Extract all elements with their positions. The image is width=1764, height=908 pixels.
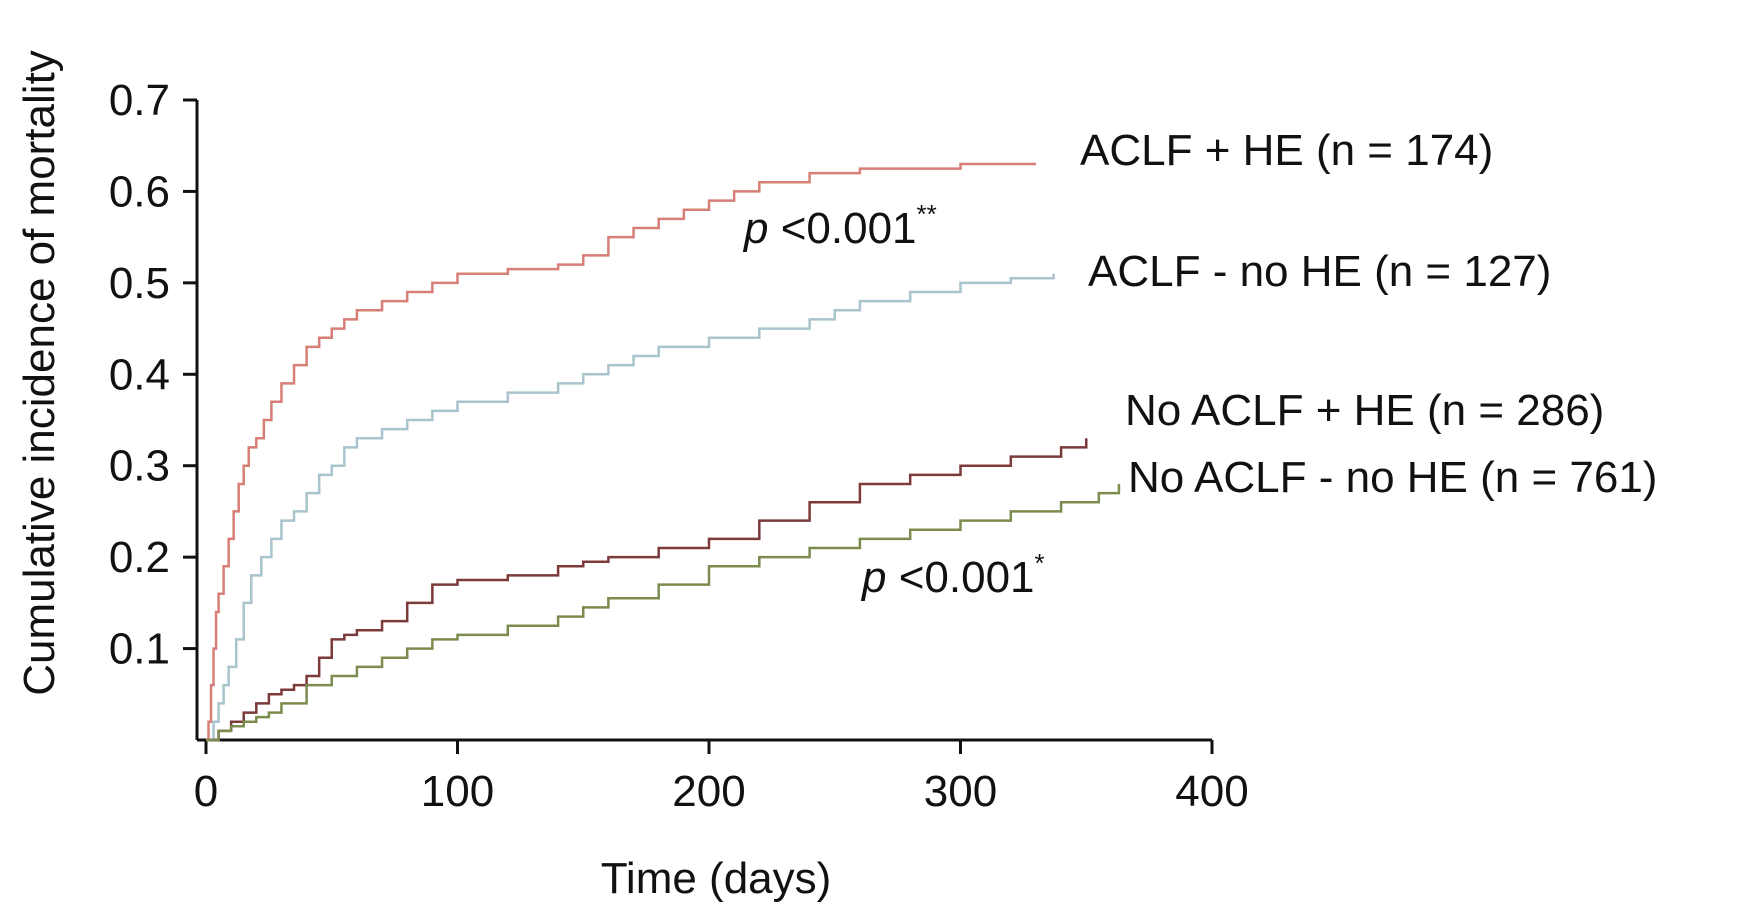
x-tick-label: 100 xyxy=(421,767,494,816)
y-axis-ticks: 0.1 0.2 0.3 0.4 0.5 0.6 0.7 xyxy=(109,76,197,674)
series-label-aclf-no-he: ACLF - no HE (n = 127) xyxy=(1088,247,1551,296)
y-tick-label: 0.2 xyxy=(109,533,170,582)
p-value-upper-superscript: ** xyxy=(917,199,937,229)
p-value-upper: <0.001 xyxy=(768,204,916,253)
x-axis-title: Time (days) xyxy=(601,854,832,903)
x-tick-label: 0 xyxy=(194,767,218,816)
series-curve-aclf-he xyxy=(206,162,1036,742)
y-tick-label: 0.6 xyxy=(109,167,170,216)
y-tick-label: 0.4 xyxy=(109,350,170,399)
series-label-no-aclf-no-he: No ACLF - no HE (n = 761) xyxy=(1128,453,1657,502)
x-tick-label: 400 xyxy=(1175,767,1248,816)
p-symbol-upper: p xyxy=(742,204,768,253)
y-tick-label: 0.5 xyxy=(109,259,170,308)
series-label-no-aclf-he: No ACLF + HE (n = 286) xyxy=(1125,386,1604,435)
series-curves xyxy=(206,162,1121,742)
x-tick-label: 200 xyxy=(672,767,745,816)
series-label-aclf-he: ACLF + HE (n = 174) xyxy=(1080,126,1493,175)
p-value-lower: <0.001 xyxy=(886,553,1034,602)
p-value-annotation-upper: p <0.001** xyxy=(742,199,937,253)
series-curve-no-aclf-no-he xyxy=(206,484,1121,742)
chart-axes xyxy=(195,100,1212,742)
p-value-annotation-lower: p <0.001* xyxy=(860,548,1045,602)
y-tick-label: 0.1 xyxy=(109,625,170,674)
p-symbol-lower: p xyxy=(860,553,886,602)
y-tick-label: 0.7 xyxy=(109,76,170,125)
y-axis-title: Cumulative incidence of mortality xyxy=(15,50,64,696)
y-tick-label: 0.3 xyxy=(109,442,170,491)
x-axis-ticks: 0 100 200 300 400 xyxy=(194,740,1249,816)
series-curve-aclf-no-he xyxy=(206,273,1055,742)
x-tick-label: 300 xyxy=(924,767,997,816)
series-curve-no-aclf-he xyxy=(206,438,1088,742)
p-value-lower-superscript: * xyxy=(1035,548,1045,578)
